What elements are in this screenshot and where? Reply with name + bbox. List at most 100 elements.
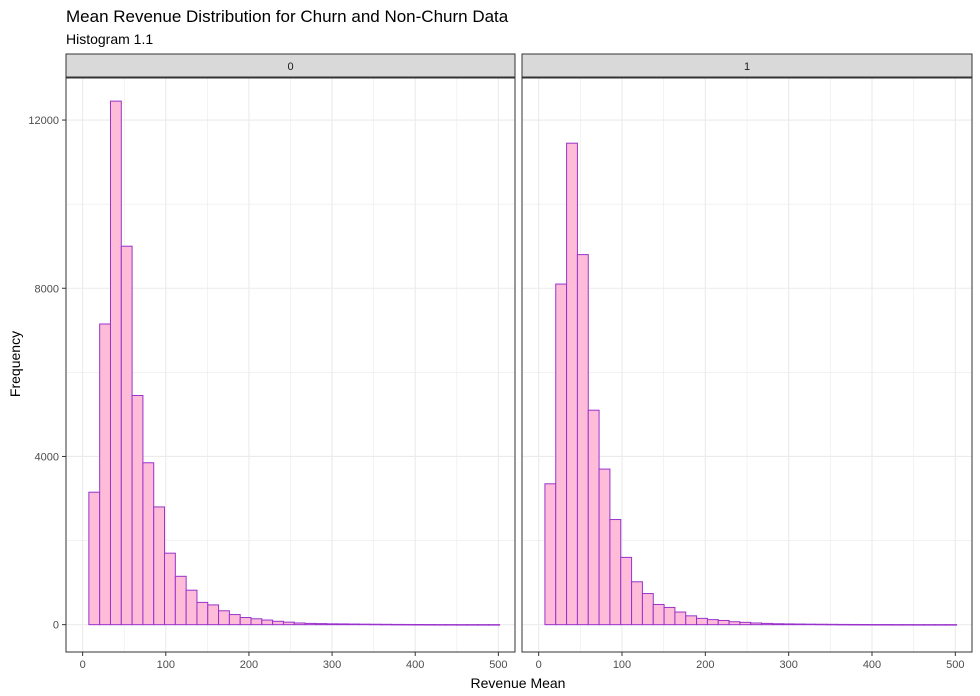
- histogram-bar: [326, 623, 338, 626]
- histogram-bar: [826, 623, 838, 626]
- x-tick-label: 200: [240, 659, 258, 671]
- chart-title: Mean Revenue Distribution for Churn and …: [66, 7, 509, 26]
- histogram-bar: [315, 623, 328, 626]
- histogram-bar: [99, 323, 111, 626]
- histogram-bar: [923, 624, 936, 626]
- x-tick-label: 400: [863, 659, 881, 671]
- histogram-bar: [706, 619, 719, 626]
- histogram-bar: [717, 619, 730, 626]
- y-axis-title: Frequency: [7, 331, 23, 397]
- y-tick-label: 0: [53, 620, 59, 632]
- histogram-bar: [609, 519, 622, 626]
- histogram-bar: [120, 245, 133, 626]
- x-tick-label: 0: [80, 659, 86, 671]
- histogram-bar: [477, 624, 490, 626]
- histogram-bar: [696, 617, 708, 626]
- histogram-bar: [391, 623, 403, 626]
- histogram-bar: [945, 624, 958, 626]
- x-axis-title: Revenue Mean: [471, 675, 566, 691]
- histogram-bar: [793, 623, 806, 626]
- histogram-bar: [566, 142, 578, 626]
- histogram-bar: [423, 624, 436, 626]
- facet-strip-0: [65, 53, 516, 78]
- histogram-bar: [196, 601, 209, 626]
- histogram-bar: [869, 624, 882, 626]
- histogram-bar: [466, 624, 479, 626]
- x-tick-label: 0: [536, 659, 542, 671]
- histogram-bar: [847, 623, 860, 626]
- histogram-bar: [663, 606, 676, 626]
- histogram-bar: [336, 623, 349, 626]
- histogram-bar: [250, 618, 263, 626]
- histogram-bar: [185, 589, 198, 626]
- histogram-bar: [218, 610, 230, 626]
- histogram-bar: [750, 622, 763, 626]
- histogram-bar: [836, 623, 849, 626]
- histogram-bar: [293, 622, 306, 626]
- histogram-bar: [88, 491, 101, 626]
- histogram-bar: [804, 623, 817, 626]
- histogram-bar: [815, 623, 828, 626]
- histogram-bar: [261, 619, 274, 626]
- histogram-bar: [131, 394, 144, 626]
- panel-border: [65, 77, 516, 653]
- histogram-bar: [739, 621, 752, 626]
- histogram-bar: [228, 614, 241, 626]
- x-tick-label: 500: [489, 659, 507, 671]
- histogram-bar: [412, 623, 425, 626]
- histogram-bar: [576, 254, 589, 626]
- histogram-bar: [641, 593, 654, 626]
- histogram-bar: [858, 623, 871, 626]
- facet-panel-0: 0 0 100 200 300 400 500 0 4000 8000 12000: [28, 53, 516, 671]
- x-tick-label: 300: [323, 659, 341, 671]
- facet-panels: 0 0 100 200 300 400 500 0 4000 8000 12000 1 0 100 200 3…: [28, 53, 973, 671]
- x-tick-label: 400: [406, 659, 424, 671]
- histogram-bar: [369, 623, 382, 626]
- histogram-bar: [620, 556, 633, 626]
- histogram-bar: [347, 623, 360, 626]
- histogram-bar: [445, 624, 457, 626]
- histogram-bar: [272, 620, 284, 626]
- facet-strip-1: [521, 53, 973, 78]
- x-tick-label: 100: [157, 659, 175, 671]
- histogram-bar: [282, 621, 295, 626]
- histogram-bar: [488, 624, 501, 626]
- facet-strip-label: 0: [287, 61, 293, 73]
- histogram-bar: [685, 615, 698, 626]
- histogram-bar: [109, 100, 122, 626]
- facet-panel-1: 1 0 100 200 300 400 500: [521, 53, 973, 671]
- x-tick-label: 300: [779, 659, 797, 671]
- histogram-bar: [174, 575, 187, 626]
- x-tick-label: 100: [613, 659, 631, 671]
- histogram-bar: [631, 581, 643, 626]
- histogram-bar: [455, 624, 468, 626]
- histogram-bar: [652, 603, 665, 626]
- histogram-bar: [901, 624, 914, 626]
- histogram-bar: [142, 462, 155, 626]
- x-tick-label: 500: [946, 659, 964, 671]
- x-tick-label: 200: [696, 659, 714, 671]
- histogram-bar: [891, 624, 903, 626]
- y-tick-label: 8000: [35, 283, 59, 295]
- y-tick-label: 12000: [28, 115, 59, 127]
- histogram-bar: [358, 623, 371, 626]
- histogram-bar: [761, 622, 773, 626]
- histogram-bar: [587, 409, 600, 626]
- histogram-bar: [728, 621, 741, 626]
- histogram-bar: [239, 617, 252, 626]
- histogram-bar: [380, 623, 393, 626]
- histogram-bar: [782, 623, 795, 626]
- y-tick-label: 4000: [35, 451, 59, 463]
- facet-strip-label: 1: [744, 61, 750, 73]
- histogram-bar: [207, 604, 220, 626]
- chart-subtitle: Histogram 1.1: [66, 31, 153, 47]
- histogram-bar: [598, 468, 611, 626]
- histogram-bar: [771, 623, 784, 626]
- histogram-bar: [912, 624, 925, 626]
- histogram-bar: [401, 623, 414, 626]
- histogram-bar: [934, 624, 947, 626]
- histogram-bar: [164, 552, 176, 626]
- histogram-bar: [544, 483, 557, 626]
- histogram-bar: [880, 624, 893, 626]
